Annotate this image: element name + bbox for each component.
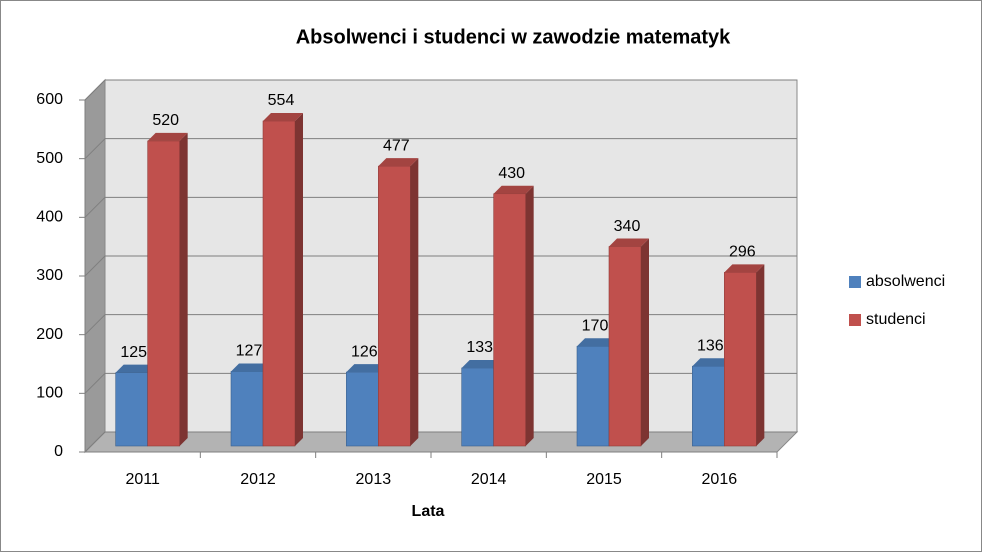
- y-tick-label: 100: [36, 385, 63, 402]
- bar-front: [378, 165, 411, 447]
- grid-line: [84, 255, 106, 277]
- floor: [83, 431, 799, 453]
- x-tick-label: 2013: [356, 471, 392, 488]
- bar-front: [692, 365, 725, 447]
- bar-front: [461, 367, 494, 447]
- bar-top: [378, 158, 419, 167]
- grid-line: [84, 431, 106, 453]
- value-label: 477: [383, 137, 410, 154]
- bar-side: [756, 264, 765, 446]
- value-label: 136: [697, 337, 724, 354]
- value-label: 340: [614, 218, 641, 235]
- grid-line: [84, 79, 106, 101]
- bar-side: [410, 158, 419, 446]
- value-label: 554: [268, 92, 295, 109]
- bar-front: [115, 372, 148, 447]
- y-tick-label: 400: [36, 209, 63, 226]
- y-tick-label: 600: [36, 91, 63, 108]
- value-label: 296: [729, 244, 756, 261]
- bar-top: [231, 363, 271, 372]
- value-label: 127: [236, 343, 263, 360]
- bar-front: [493, 193, 526, 447]
- value-label: 520: [152, 112, 179, 129]
- bar-front: [147, 140, 180, 447]
- value-label: 126: [351, 343, 378, 360]
- bar-top: [609, 238, 649, 247]
- bar-front: [576, 345, 610, 447]
- x-tick-label: 2015: [586, 471, 622, 488]
- bar-top: [493, 185, 534, 194]
- bar-front: [262, 120, 296, 447]
- x-tick-label: 2016: [702, 471, 738, 488]
- y-tick-label: 500: [36, 150, 63, 167]
- legend-label: studenci: [866, 311, 926, 328]
- bar-top: [577, 338, 617, 347]
- bar-side: [179, 132, 188, 446]
- bar-top: [346, 364, 387, 373]
- x-axis-title: Lata: [412, 503, 445, 520]
- grid-line: [84, 138, 106, 160]
- legend-swatch: [849, 314, 861, 326]
- chart-title: Absolwenci i studenci w zawodzie matemat…: [296, 26, 731, 48]
- grid-line: [84, 372, 106, 394]
- bar-side: [641, 238, 649, 446]
- y-tick-label: 200: [36, 326, 63, 343]
- bar-top: [147, 132, 188, 141]
- x-tick-label: 2011: [125, 471, 160, 488]
- bar-side: [525, 185, 534, 446]
- value-label: 170: [582, 317, 609, 334]
- bar-top: [692, 358, 733, 367]
- bar-front: [230, 371, 264, 447]
- legend-swatch: [849, 276, 861, 288]
- value-label: 133: [466, 339, 493, 356]
- bar-top: [263, 112, 303, 121]
- bar-top: [724, 264, 765, 273]
- y-tick-label: 300: [36, 267, 63, 284]
- bar-front: [346, 371, 379, 447]
- bar-top: [461, 359, 502, 368]
- x-tick-label: 2012: [240, 471, 276, 488]
- bar-front: [608, 246, 642, 447]
- bar-front: [724, 272, 757, 447]
- bar-side: [295, 112, 303, 446]
- bar-top: [115, 364, 156, 373]
- x-tick-label: 2014: [471, 471, 507, 488]
- value-label: 430: [498, 165, 525, 182]
- y-tick-label: 0: [54, 443, 63, 460]
- grid-line: [84, 196, 106, 218]
- value-label: 125: [120, 344, 147, 361]
- grid-line: [84, 314, 106, 336]
- legend-label: absolwenci: [866, 273, 945, 290]
